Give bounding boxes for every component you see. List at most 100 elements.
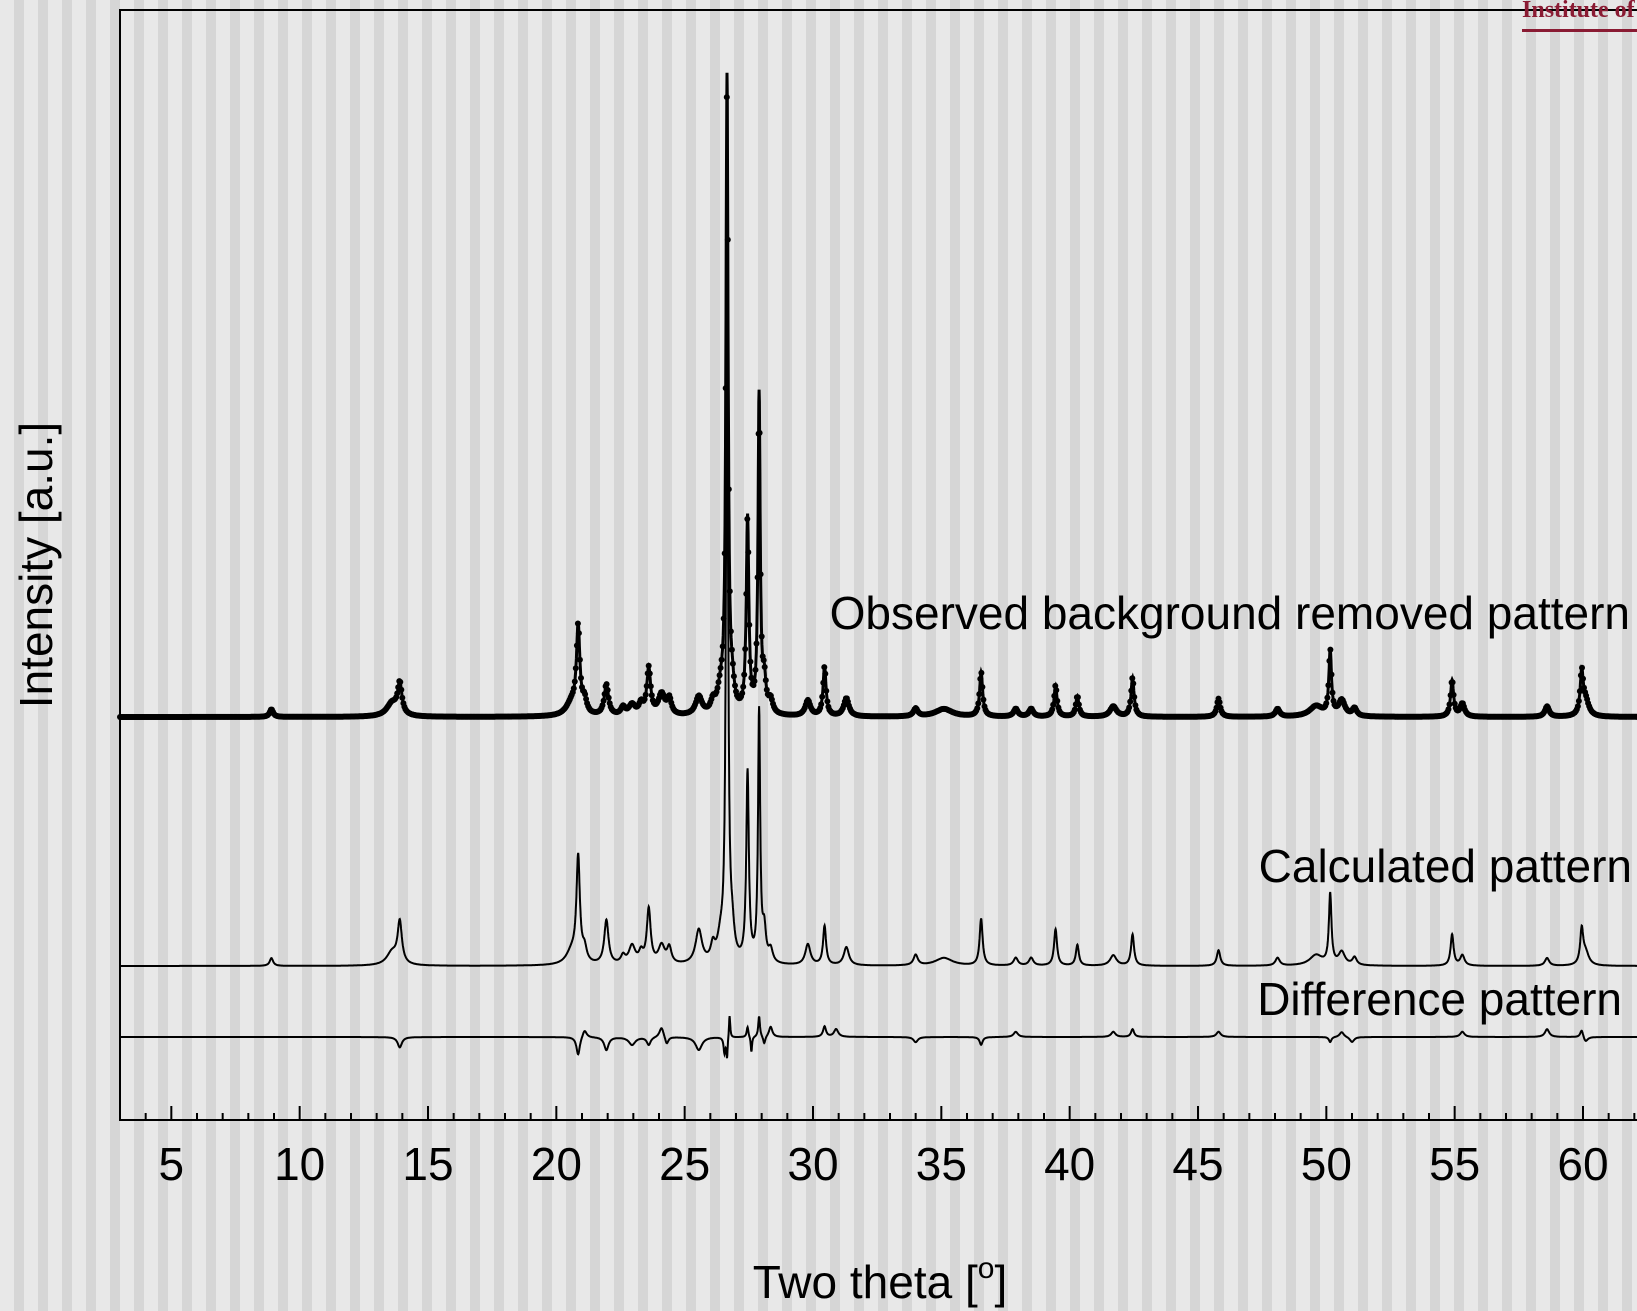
- observed-point: [1324, 694, 1331, 701]
- series-line-2: [120, 302, 1637, 967]
- observed-point: [1050, 701, 1057, 708]
- observed-point: [824, 698, 831, 705]
- observed-point: [756, 429, 763, 436]
- observed-point: [603, 681, 610, 688]
- x-tick-label: 45: [1172, 1138, 1223, 1190]
- x-axis-label-main: Two theta [: [753, 1256, 978, 1308]
- observed-point: [574, 620, 581, 627]
- axes-frame: [119, 9, 1637, 1121]
- observed-point: [647, 683, 654, 690]
- observed-point: [715, 679, 722, 686]
- observed-point: [646, 670, 653, 677]
- observed-point: [762, 677, 769, 684]
- observed-point: [716, 672, 723, 679]
- x-tick-label: 15: [402, 1138, 453, 1190]
- observed-point: [760, 657, 767, 664]
- observed-point: [667, 695, 674, 702]
- observed-point: [977, 675, 984, 682]
- observed-point: [717, 664, 724, 671]
- observed-point: [1128, 687, 1135, 694]
- observed-point: [1575, 698, 1582, 704]
- observed-point: [1075, 701, 1082, 708]
- x-axis-label: Two theta [o]: [753, 1252, 1007, 1308]
- observed-point: [730, 673, 737, 680]
- observed-point: [648, 692, 655, 699]
- observed-point: [1131, 694, 1138, 700]
- observed-point: [399, 694, 406, 701]
- observed-point: [746, 621, 753, 628]
- x-tick-label: 40: [1044, 1138, 1095, 1190]
- observed-point: [1329, 689, 1336, 696]
- observed-point: [980, 696, 987, 703]
- observed-point: [1446, 701, 1453, 708]
- observed-point: [747, 658, 754, 665]
- observed-point: [572, 665, 579, 672]
- institute-logo-text: Institute of: [1522, 0, 1637, 32]
- observed-point: [821, 664, 828, 671]
- observed-point: [718, 656, 725, 663]
- x-tick-label: 30: [787, 1138, 838, 1190]
- observed-point: [723, 94, 730, 101]
- observed-point: [1326, 657, 1333, 664]
- x-tick-label: 35: [916, 1138, 967, 1190]
- observed-point: [582, 691, 589, 698]
- observed-point: [398, 686, 405, 693]
- observed-point: [761, 664, 768, 670]
- x-tick-label: 5: [159, 1138, 185, 1190]
- observed-point: [1579, 664, 1585, 671]
- observed-point: [394, 690, 401, 697]
- observed-point: [641, 696, 648, 703]
- observed-points: [117, 94, 1637, 720]
- observed-point: [645, 662, 652, 669]
- observed-point: [571, 678, 578, 685]
- observed-point: [979, 684, 986, 690]
- observed-point: [818, 701, 825, 708]
- observed-point: [605, 694, 612, 701]
- x-axis-label-sup: o: [978, 1252, 995, 1285]
- observed-point: [575, 630, 582, 637]
- y-axis-label: Intensity [a.u.]: [10, 422, 62, 708]
- observed-point: [728, 646, 735, 653]
- observed-point: [1580, 675, 1586, 682]
- observed-point: [1323, 700, 1330, 707]
- observed-point: [1450, 691, 1457, 698]
- observed-point: [714, 684, 721, 691]
- x-tick-label: 60: [1557, 1138, 1608, 1190]
- observed-point: [1216, 699, 1223, 706]
- x-tick-label: 25: [659, 1138, 710, 1190]
- observed-point: [1049, 706, 1056, 713]
- observed-point: [573, 642, 580, 649]
- observed-point: [823, 687, 830, 694]
- observed-point: [743, 590, 750, 597]
- observed-point: [744, 516, 751, 522]
- x-ticks: 5 10 15 20 25 30 35 40 45 50 55 60: [119, 1106, 1636, 1190]
- series-label-calculated: Calculated pattern: [1259, 840, 1632, 892]
- observed-point: [1327, 646, 1334, 653]
- observed-point: [819, 693, 826, 700]
- x-tick-label: 10: [274, 1138, 325, 1190]
- observed-point: [397, 679, 404, 685]
- observed-point: [975, 700, 982, 707]
- observed-point: [1325, 682, 1332, 689]
- observed-point: [1074, 694, 1081, 701]
- observed-point: [570, 685, 577, 692]
- observed-point: [1071, 706, 1078, 713]
- observed-point: [974, 705, 981, 712]
- observed-point: [741, 671, 748, 678]
- observed-point: [1053, 687, 1060, 694]
- observed-point: [724, 236, 731, 243]
- observed-point: [1574, 703, 1581, 710]
- observed-point: [763, 686, 770, 693]
- observed-point: [1445, 706, 1452, 713]
- observed-point: [732, 682, 738, 689]
- observed-point: [978, 669, 985, 676]
- observed-point: [751, 678, 758, 685]
- observed-point: [757, 571, 764, 578]
- observed-point: [1054, 697, 1061, 704]
- observed-point: [727, 628, 734, 635]
- observed-point: [642, 691, 649, 698]
- observed-point: [820, 679, 827, 686]
- observed-point: [1130, 680, 1137, 687]
